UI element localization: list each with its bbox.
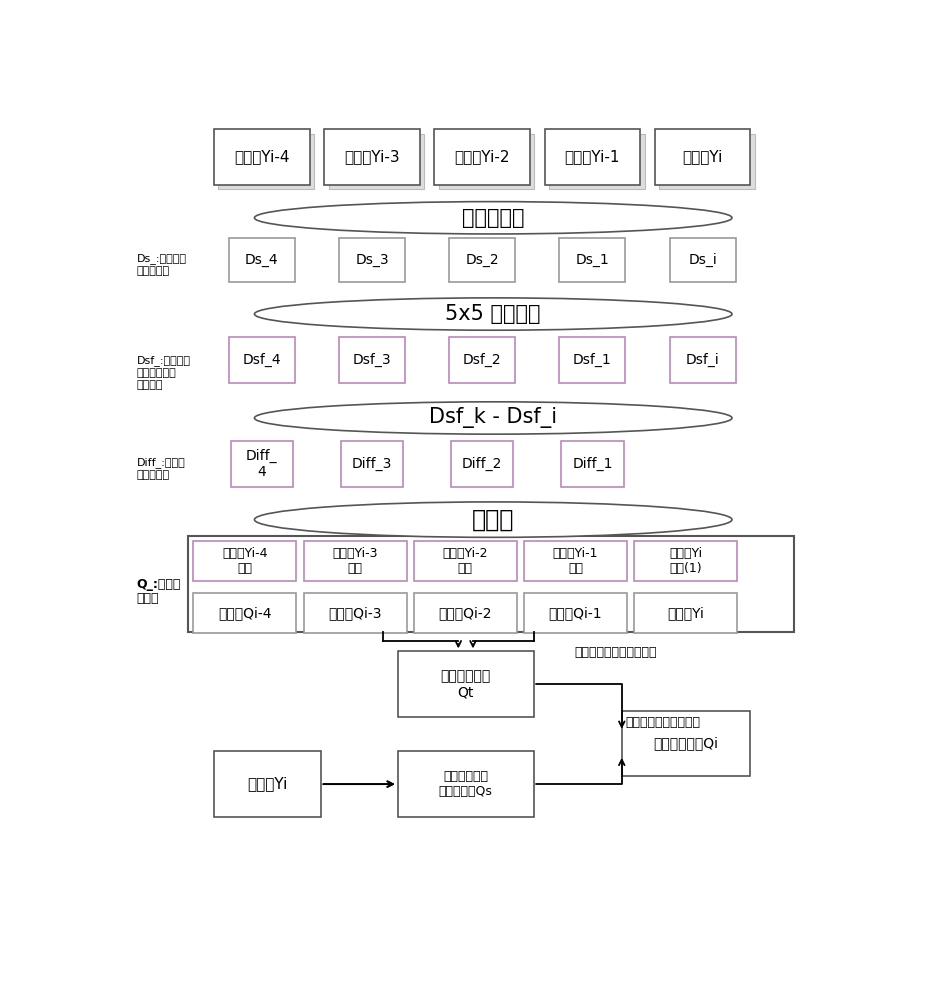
Text: Dsf_2: Dsf_2 (463, 353, 501, 367)
FancyBboxPatch shape (189, 536, 794, 632)
FancyBboxPatch shape (218, 134, 314, 189)
Text: Diff_3: Diff_3 (352, 457, 392, 471)
FancyBboxPatch shape (451, 441, 514, 487)
Text: Dsf_:均値降采: Dsf_:均値降采 (137, 355, 191, 366)
Text: Q_:去噪后: Q_:去噪后 (137, 578, 181, 591)
FancyBboxPatch shape (303, 541, 407, 581)
Text: 过去帧Yi-1
权重: 过去帧Yi-1 权重 (553, 547, 598, 575)
FancyBboxPatch shape (549, 134, 645, 189)
Text: 的图像: 的图像 (137, 592, 159, 605)
FancyBboxPatch shape (634, 593, 738, 633)
Text: Dsf_4: Dsf_4 (243, 353, 281, 367)
Text: 样后的小图: 样后的小图 (137, 266, 170, 276)
FancyBboxPatch shape (559, 238, 626, 282)
FancyBboxPatch shape (669, 238, 736, 282)
Text: 过去帧Yi-2: 过去帧Yi-2 (454, 149, 510, 164)
FancyBboxPatch shape (544, 129, 640, 185)
FancyBboxPatch shape (524, 593, 627, 633)
FancyBboxPatch shape (338, 337, 405, 383)
Text: 5x5 高斯滤波: 5x5 高斯滤波 (446, 304, 541, 324)
FancyBboxPatch shape (193, 541, 297, 581)
FancyBboxPatch shape (449, 337, 516, 383)
FancyBboxPatch shape (414, 593, 517, 633)
Ellipse shape (254, 298, 732, 330)
FancyBboxPatch shape (230, 441, 293, 487)
Text: 样后经高斯滤: 样后经高斯滤 (137, 368, 176, 378)
Text: Dsf_3: Dsf_3 (353, 353, 392, 367)
Text: Diff_1: Diff_1 (573, 457, 612, 471)
Text: Diff_
4: Diff_ 4 (246, 449, 278, 479)
FancyBboxPatch shape (214, 129, 309, 185)
FancyBboxPatch shape (655, 129, 750, 185)
Ellipse shape (254, 502, 732, 537)
Text: Ds_2: Ds_2 (465, 253, 499, 267)
FancyBboxPatch shape (659, 134, 755, 189)
Text: Ds_i: Ds_i (688, 253, 717, 267)
Ellipse shape (254, 202, 732, 234)
Text: 过去帧Yi-2
权重: 过去帧Yi-2 权重 (443, 547, 488, 575)
Text: Ds_3: Ds_3 (356, 253, 389, 267)
Text: Dsf_k - Dsf_i: Dsf_k - Dsf_i (429, 407, 557, 428)
FancyBboxPatch shape (193, 593, 297, 633)
FancyBboxPatch shape (324, 129, 420, 185)
FancyBboxPatch shape (434, 129, 530, 185)
Text: 过去帧Qi-4: 过去帧Qi-4 (218, 606, 272, 620)
FancyBboxPatch shape (559, 337, 626, 383)
FancyBboxPatch shape (329, 134, 424, 189)
Text: 过去帧Yi-3
权重: 过去帧Yi-3 权重 (333, 547, 378, 575)
Text: 时域滤波结果
Qt: 时域滤波结果 Qt (441, 669, 491, 699)
FancyBboxPatch shape (449, 238, 516, 282)
Text: 値后的小图: 値后的小图 (137, 470, 170, 480)
Text: Dsf_i: Dsf_i (685, 353, 720, 367)
Text: 过去帧Qi-1: 过去帧Qi-1 (549, 606, 602, 620)
FancyBboxPatch shape (398, 651, 534, 717)
Text: 最终去噪结果Qi: 最终去噪结果Qi (653, 736, 719, 750)
FancyBboxPatch shape (303, 593, 407, 633)
Text: 当前帧Yi: 当前帧Yi (667, 606, 704, 620)
Text: 当前帧Yi: 当前帧Yi (683, 149, 722, 164)
Text: Ds_1: Ds_1 (575, 253, 610, 267)
Text: 空域高斯滤波
结果当前帧Qs: 空域高斯滤波 结果当前帧Qs (439, 770, 493, 798)
Text: Dsf_1: Dsf_1 (573, 353, 611, 367)
FancyBboxPatch shape (214, 751, 320, 817)
FancyBboxPatch shape (228, 238, 295, 282)
Text: 加权平均，时域滤波结果: 加权平均，时域滤波结果 (574, 646, 657, 659)
Text: 过去帧Qi-3: 过去帧Qi-3 (328, 606, 382, 620)
FancyBboxPatch shape (524, 541, 627, 581)
Text: Diff_2: Diff_2 (462, 457, 502, 471)
Text: 过去帧Yi-3: 过去帧Yi-3 (344, 149, 400, 164)
FancyBboxPatch shape (228, 337, 295, 383)
Text: 均値降采样: 均値降采样 (462, 208, 524, 228)
Ellipse shape (254, 402, 732, 434)
Text: 波的小图: 波的小图 (137, 380, 163, 390)
Text: 求权重: 求权重 (472, 508, 515, 532)
FancyBboxPatch shape (398, 751, 534, 817)
FancyBboxPatch shape (634, 541, 738, 581)
Text: 过去帧Yi-4: 过去帧Yi-4 (234, 149, 289, 164)
FancyBboxPatch shape (439, 134, 535, 189)
Text: 当前帧Yi
权重(1): 当前帧Yi 权重(1) (669, 547, 702, 575)
Text: Ds_:均値降采: Ds_:均値降采 (137, 253, 187, 264)
Text: 过去帧Yi-4
权重: 过去帧Yi-4 权重 (222, 547, 267, 575)
FancyBboxPatch shape (414, 541, 517, 581)
FancyBboxPatch shape (622, 711, 751, 776)
FancyBboxPatch shape (338, 238, 405, 282)
Text: 当前帧Yi: 当前帧Yi (247, 777, 287, 792)
Text: 过去帧Qi-2: 过去帧Qi-2 (439, 606, 492, 620)
Text: Ds_4: Ds_4 (245, 253, 279, 267)
FancyBboxPatch shape (561, 441, 624, 487)
Text: 时空去噪结果加权平均: 时空去噪结果加权平均 (626, 716, 701, 729)
FancyBboxPatch shape (669, 337, 736, 383)
Text: 过去帧Yi-1: 过去帧Yi-1 (565, 149, 620, 164)
Text: Diff_:求差分: Diff_:求差分 (137, 457, 186, 468)
FancyBboxPatch shape (340, 441, 403, 487)
